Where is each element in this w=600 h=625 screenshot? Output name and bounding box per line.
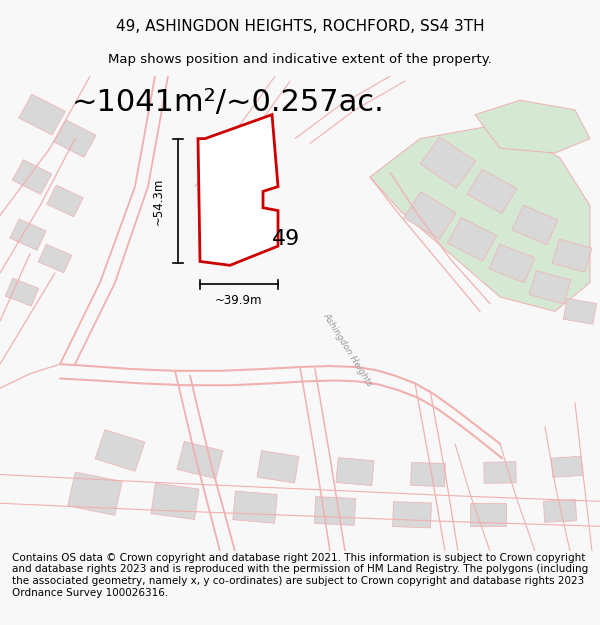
Polygon shape (404, 192, 456, 239)
Text: 49: 49 (272, 229, 300, 249)
Polygon shape (475, 100, 590, 153)
Text: Contains OS data © Crown copyright and database right 2021. This information is : Contains OS data © Crown copyright and d… (12, 552, 588, 598)
Polygon shape (563, 299, 596, 324)
Polygon shape (484, 462, 516, 483)
Text: ~39.9m: ~39.9m (215, 294, 263, 308)
Polygon shape (552, 239, 592, 272)
Text: ~1041m²/~0.257ac.: ~1041m²/~0.257ac. (72, 88, 385, 117)
Text: Map shows position and indicative extent of the property.: Map shows position and indicative extent… (108, 53, 492, 66)
Polygon shape (392, 502, 431, 528)
Text: 49, ASHINGDON HEIGHTS, ROCHFORD, SS4 3TH: 49, ASHINGDON HEIGHTS, ROCHFORD, SS4 3TH (116, 19, 484, 34)
Polygon shape (447, 217, 497, 261)
Polygon shape (489, 244, 535, 282)
Polygon shape (151, 483, 199, 519)
Polygon shape (68, 472, 122, 516)
Polygon shape (529, 271, 571, 304)
Polygon shape (38, 244, 72, 272)
Polygon shape (512, 205, 558, 244)
Polygon shape (54, 120, 96, 158)
Polygon shape (10, 219, 46, 250)
Polygon shape (95, 429, 145, 471)
Polygon shape (467, 169, 517, 214)
Polygon shape (370, 124, 590, 311)
Polygon shape (336, 458, 374, 486)
Polygon shape (544, 499, 577, 522)
Polygon shape (420, 137, 476, 188)
Polygon shape (314, 496, 356, 526)
Text: Ashingdon Heights: Ashingdon Heights (322, 311, 374, 388)
Polygon shape (47, 185, 83, 217)
Polygon shape (551, 456, 583, 478)
Text: ~54.3m: ~54.3m (151, 177, 164, 224)
Polygon shape (5, 278, 39, 306)
Polygon shape (410, 462, 445, 486)
Polygon shape (19, 94, 65, 135)
Polygon shape (257, 451, 299, 483)
Polygon shape (470, 503, 506, 526)
Polygon shape (177, 441, 223, 479)
Polygon shape (12, 159, 52, 194)
Polygon shape (198, 114, 278, 265)
Polygon shape (233, 491, 277, 523)
